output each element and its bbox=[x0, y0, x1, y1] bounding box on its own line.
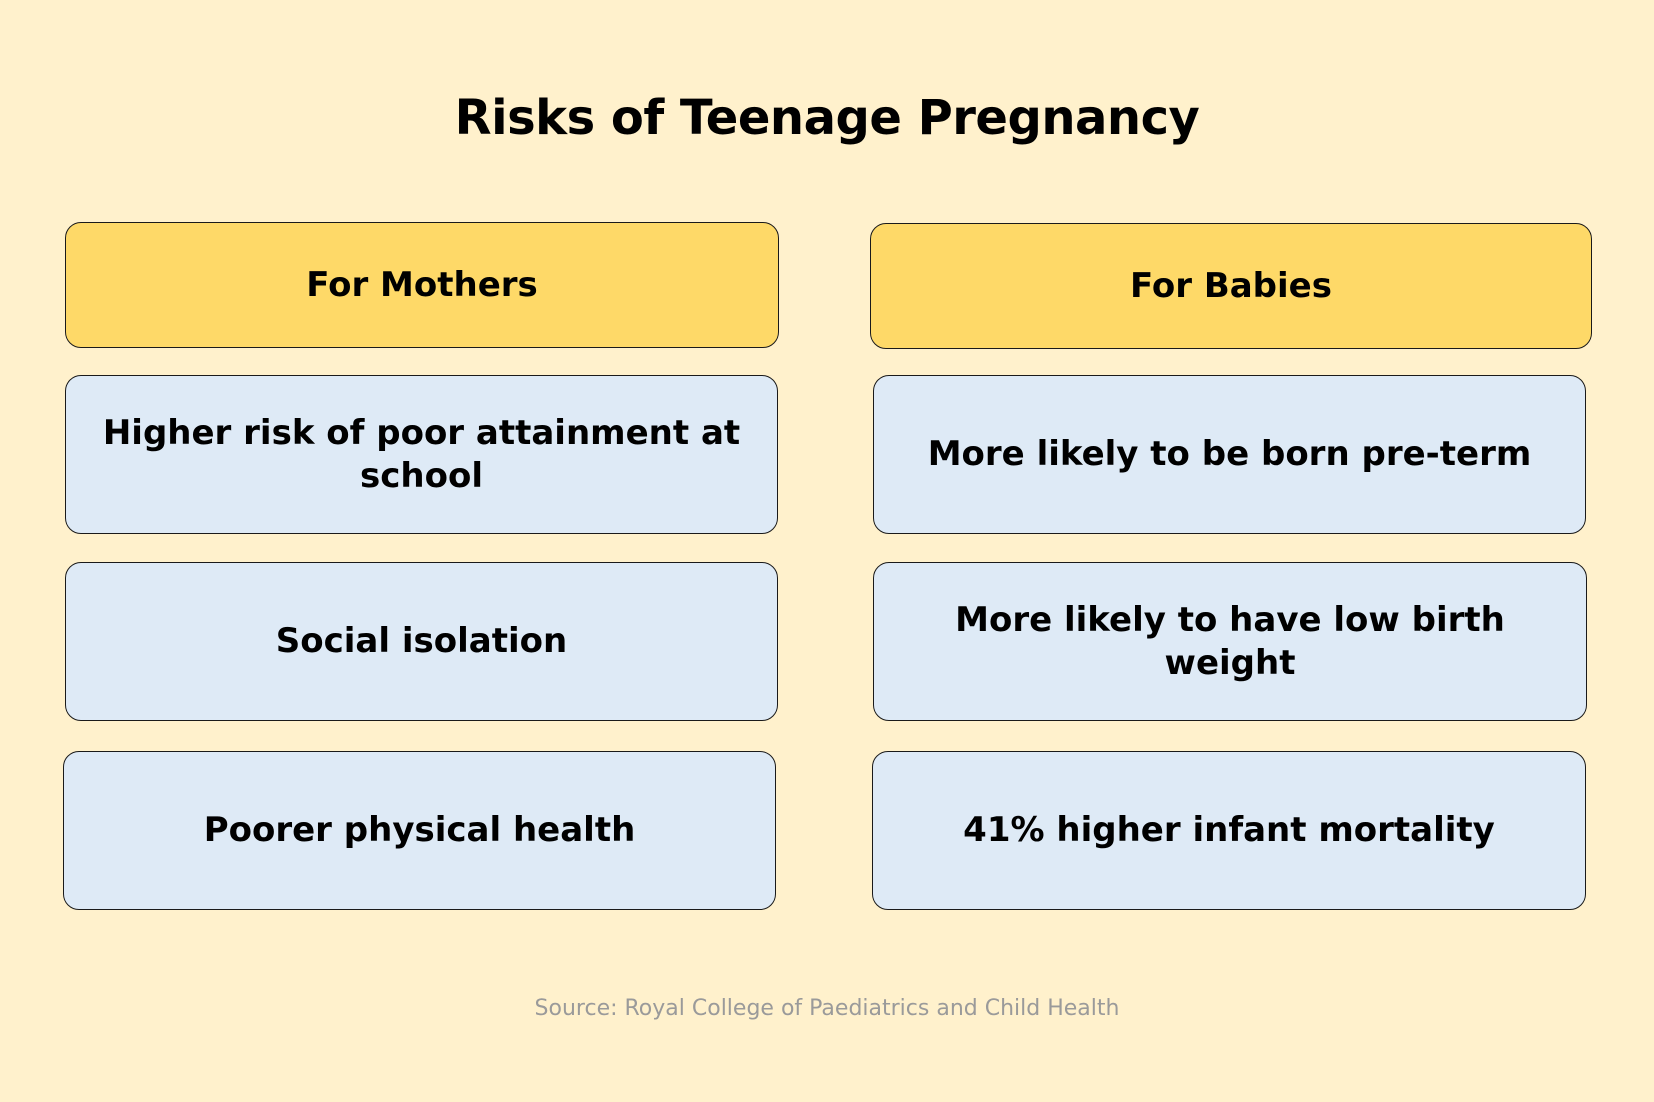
babies-risk-low-birth-weight: More likely to have low birth weight bbox=[873, 562, 1587, 721]
column-header-babies: For Babies bbox=[870, 223, 1592, 349]
babies-risk-preterm: More likely to be born pre-term bbox=[873, 375, 1586, 534]
column-header-mothers: For Mothers bbox=[65, 222, 779, 348]
source-caption: Source: Royal College of Paediatrics and… bbox=[534, 996, 1120, 1021]
mothers-risk-attainment: Higher risk of poor attainment at school bbox=[65, 375, 778, 534]
mothers-risk-isolation: Social isolation bbox=[65, 562, 778, 721]
page-title: Risks of Teenage Pregnancy bbox=[454, 90, 1200, 146]
babies-risk-infant-mortality: 41% higher infant mortality bbox=[872, 751, 1586, 910]
mothers-risk-physical-health: Poorer physical health bbox=[63, 751, 776, 910]
